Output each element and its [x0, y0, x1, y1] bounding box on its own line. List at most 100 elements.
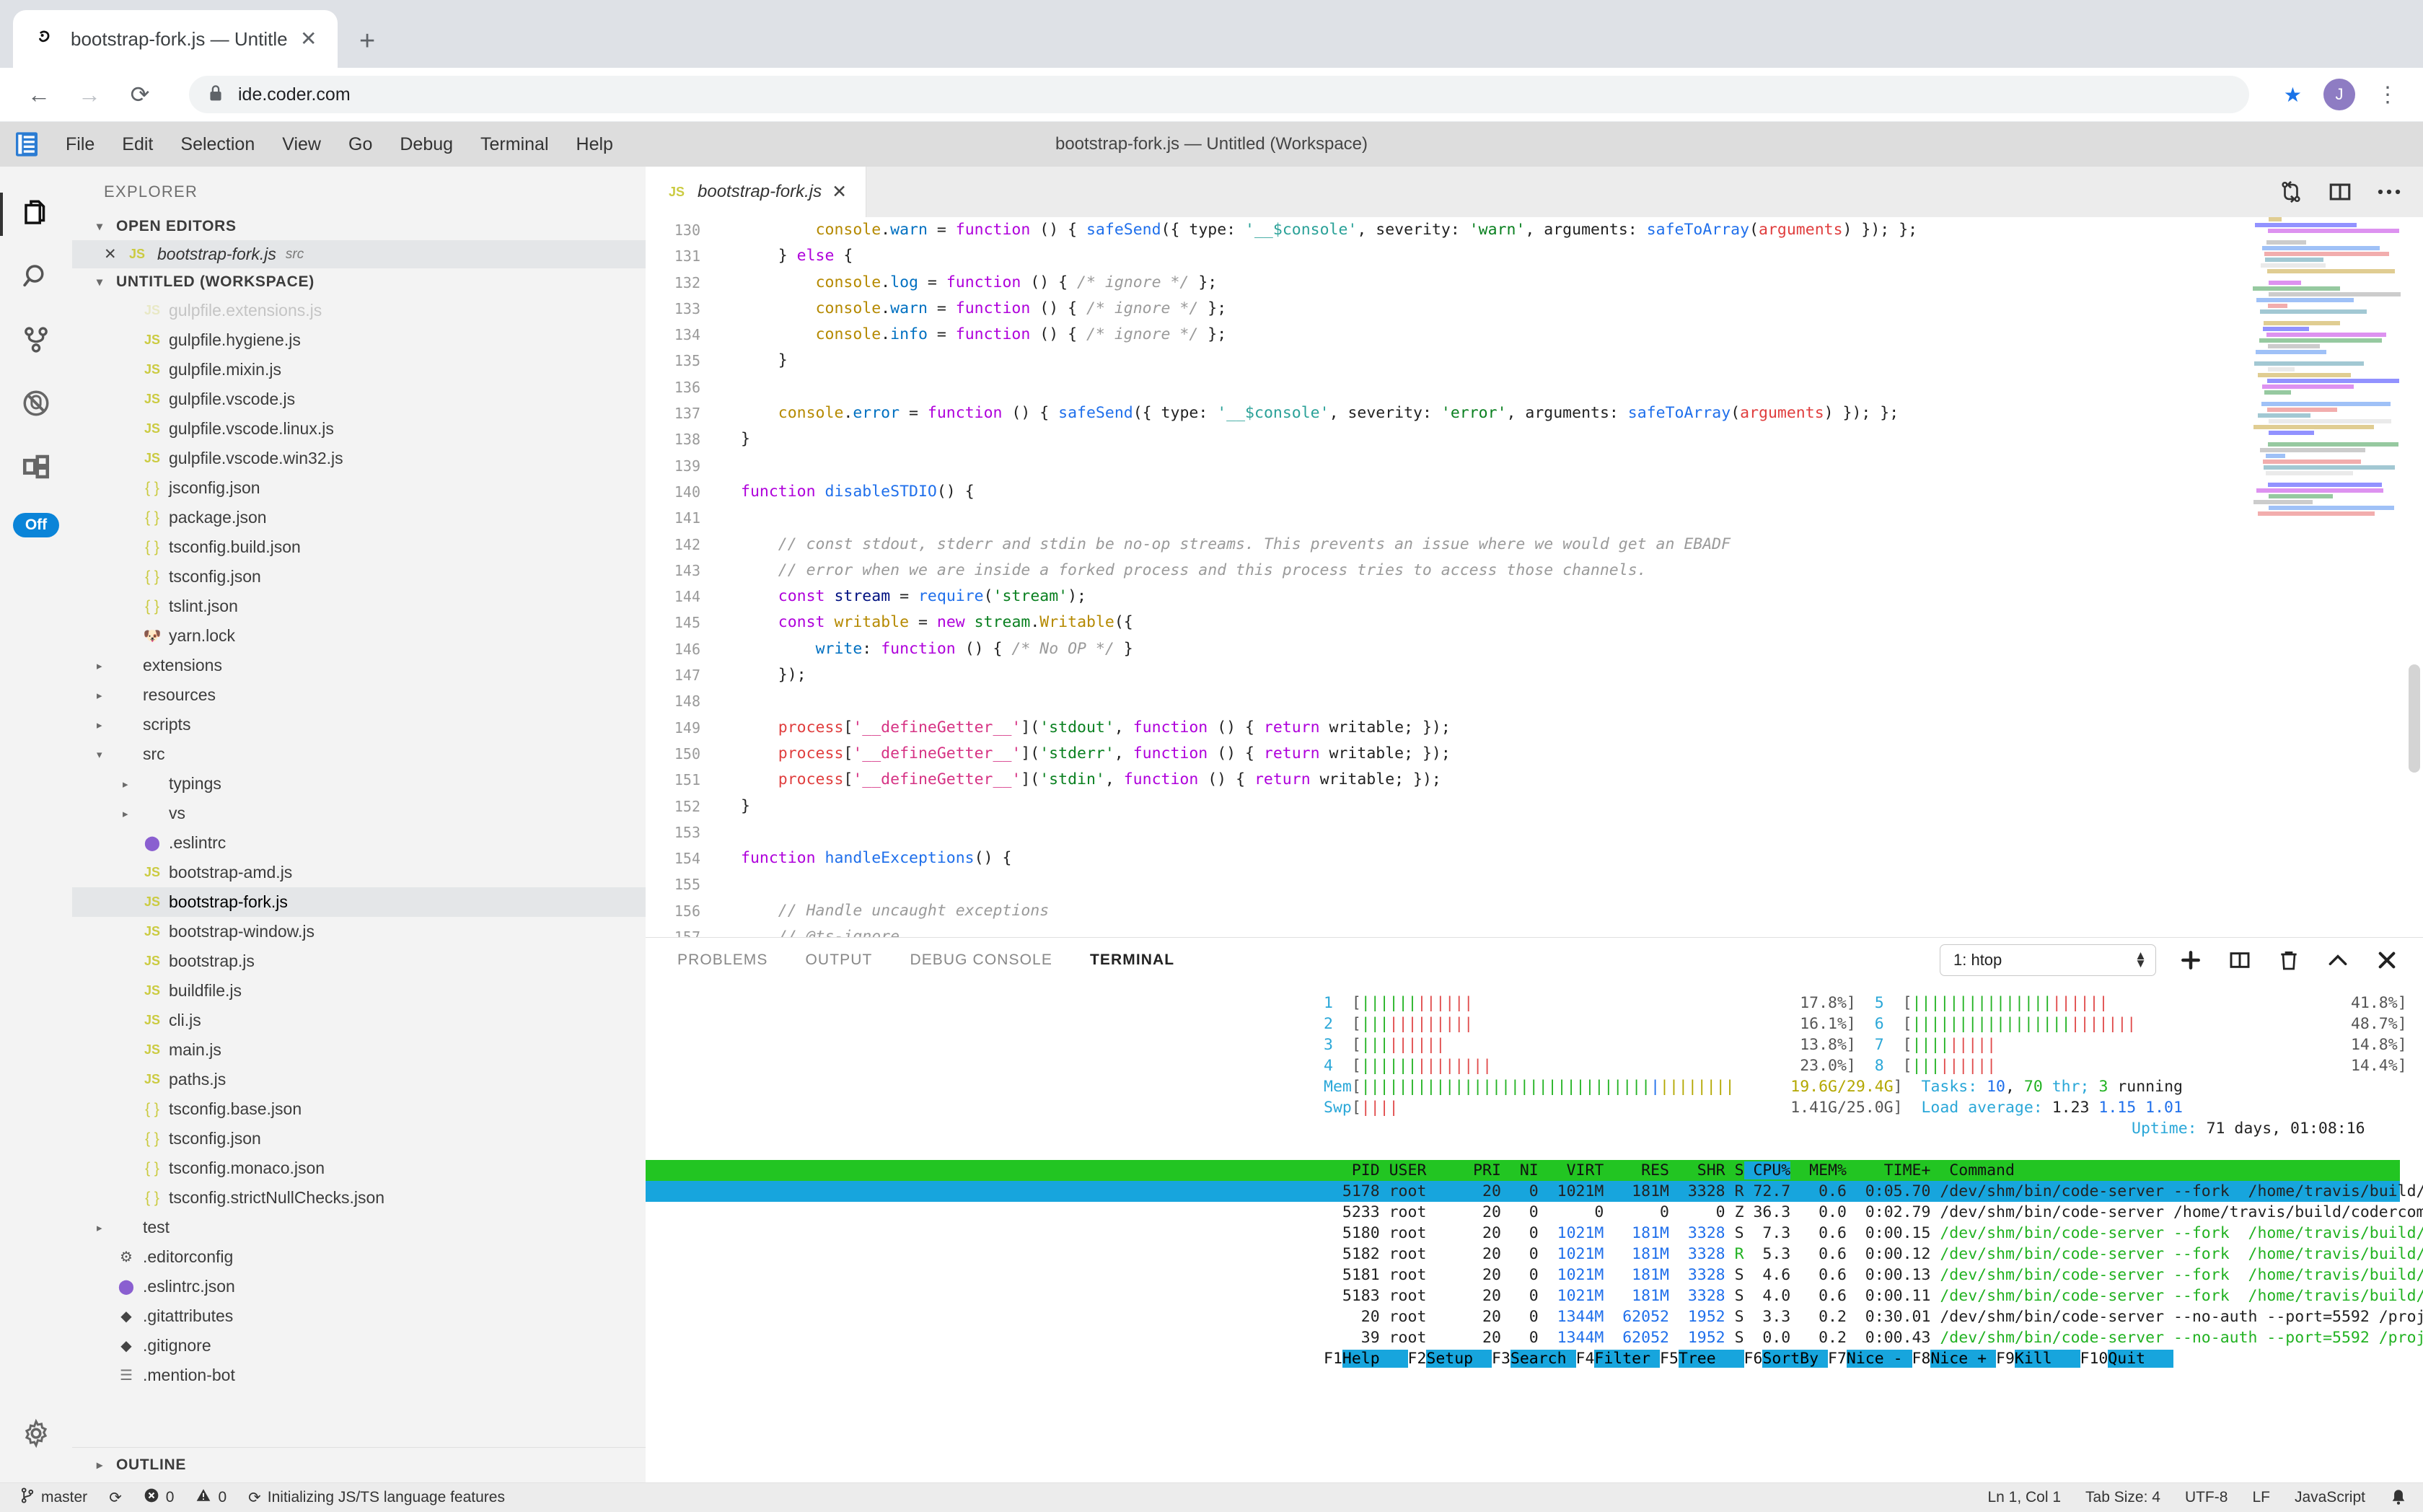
- file-tree-item[interactable]: ⚙ .editorconfig: [72, 1242, 646, 1272]
- menu-edit[interactable]: Edit: [122, 133, 154, 154]
- fkey-label[interactable]: Filter: [1594, 1350, 1660, 1368]
- process-row[interactable]: 5182 root 20 0 1021M 181M 3328 R 5.3 0.6…: [646, 1244, 2423, 1265]
- profile-avatar[interactable]: J: [2323, 79, 2355, 110]
- code-editor[interactable]: 130 console.warn = function () { safeSen…: [646, 217, 2423, 937]
- code-line[interactable]: 148: [646, 688, 2423, 714]
- fkey-label[interactable]: Help: [1342, 1350, 1408, 1368]
- fkey-label[interactable]: Tree: [1678, 1350, 1744, 1368]
- file-tree-item[interactable]: JS gulpfile.hygiene.js: [72, 325, 646, 355]
- file-tree[interactable]: JS gulpfile.extensions.js JS gulpfile.hygie…: [72, 296, 646, 1447]
- status-sync[interactable]: ⟳: [109, 1489, 122, 1507]
- process-row[interactable]: 20 root 20 0 1344M 62052 1952 S 3.3 0.2 …: [646, 1306, 2423, 1327]
- file-tree-item[interactable]: ▸ resources: [72, 680, 646, 710]
- maximize-panel-icon[interactable]: [2323, 946, 2352, 975]
- file-tree-item[interactable]: JS paths.js: [72, 1065, 646, 1094]
- code-line[interactable]: 152}: [646, 794, 2423, 819]
- forward-icon[interactable]: →: [78, 81, 101, 107]
- editor-minimap[interactable]: [2253, 217, 2404, 937]
- file-tree-item[interactable]: JS gulpfile.vscode.js: [72, 384, 646, 414]
- open-editors-section[interactable]: ▾ OPEN EDITORS: [72, 213, 646, 240]
- new-tab-button[interactable]: +: [359, 26, 376, 56]
- file-tree-item[interactable]: JS gulpfile.vscode.win32.js: [72, 444, 646, 473]
- process-row[interactable]: 5181 root 20 0 1021M 181M 3328 S 4.6 0.6…: [646, 1265, 2423, 1285]
- file-tree-item[interactable]: { } tsconfig.json: [72, 562, 646, 592]
- process-row[interactable]: 5180 root 20 0 1021M 181M 3328 S 7.3 0.6…: [646, 1223, 2423, 1244]
- fkey-label[interactable]: Nice -: [1846, 1350, 1912, 1368]
- file-tree-item[interactable]: { } tsconfig.json: [72, 1124, 646, 1153]
- file-tree-item[interactable]: ⬤ .eslintrc: [72, 828, 646, 858]
- back-icon[interactable]: ←: [27, 81, 50, 107]
- file-tree-item[interactable]: ◆ .gitattributes: [72, 1301, 646, 1331]
- code-line[interactable]: 136: [646, 374, 2423, 400]
- activity-settings[interactable]: [0, 1403, 72, 1467]
- file-tree-item[interactable]: JS bootstrap-amd.js: [72, 858, 646, 887]
- split-editor-icon[interactable]: [2328, 180, 2352, 204]
- file-tree-item[interactable]: JS bootstrap.js: [72, 946, 646, 976]
- menu-selection[interactable]: Selection: [180, 133, 255, 154]
- code-line[interactable]: 155: [646, 871, 2423, 897]
- code-line[interactable]: 132 console.log = function () { /* ignor…: [646, 270, 2423, 296]
- file-tree-item[interactable]: ▸ test: [72, 1213, 646, 1242]
- close-icon[interactable]: ✕: [104, 246, 117, 263]
- file-tree-item[interactable]: JS main.js: [72, 1035, 646, 1065]
- off-status-badge[interactable]: Off: [12, 513, 60, 537]
- file-tree-item[interactable]: JS gulpfile.extensions.js: [72, 296, 646, 325]
- code-line[interactable]: 139: [646, 453, 2423, 479]
- code-line[interactable]: 138}: [646, 426, 2423, 452]
- activity-extensions[interactable]: [0, 436, 72, 500]
- code-line[interactable]: 143 // error when we are inside a forked…: [646, 558, 2423, 584]
- code-line[interactable]: 145 const writable = new stream.Writable…: [646, 610, 2423, 636]
- fkey-label[interactable]: Kill: [2014, 1350, 2080, 1368]
- menu-debug[interactable]: Debug: [400, 133, 454, 154]
- fkey-label[interactable]: Setup: [1426, 1350, 1492, 1368]
- split-diff-icon[interactable]: [2279, 180, 2303, 204]
- file-tree-item[interactable]: ▸ extensions: [72, 651, 646, 680]
- file-tree-item[interactable]: ▸ vs: [72, 799, 646, 828]
- workspace-section[interactable]: ▾ UNTITLED (WORKSPACE): [72, 268, 646, 296]
- status-position[interactable]: Ln 1, Col 1: [1987, 1489, 2062, 1506]
- file-tree-item[interactable]: ⬤ .eslintrc.json: [72, 1272, 646, 1301]
- status-branch[interactable]: master: [20, 1487, 87, 1508]
- split-terminal-icon[interactable]: [2225, 946, 2254, 975]
- tab-debug-console[interactable]: DEBUG CONSOLE: [910, 951, 1052, 968]
- terminal-select[interactable]: 1: htop ▲ ▼: [1940, 944, 2156, 976]
- activity-search[interactable]: [0, 246, 72, 309]
- tab-output[interactable]: OUTPUT: [805, 951, 873, 968]
- status-errors[interactable]: 0: [144, 1487, 174, 1508]
- code-line[interactable]: 147 });: [646, 662, 2423, 688]
- code-line[interactable]: 149 process['__defineGetter__']('stdout'…: [646, 715, 2423, 741]
- process-row[interactable]: 39 root 20 0 1344M 62052 1952 S 0.0 0.2 …: [646, 1327, 2423, 1348]
- tab-problems[interactable]: PROBLEMS: [677, 951, 768, 968]
- fkey-label[interactable]: Search: [1510, 1350, 1576, 1368]
- code-line[interactable]: 144 const stream = require('stream');: [646, 584, 2423, 610]
- tab-terminal[interactable]: TERMINAL: [1089, 951, 1175, 968]
- file-tree-item[interactable]: { } tsconfig.strictNullChecks.json: [72, 1183, 646, 1213]
- fkey-label[interactable]: Quit: [2108, 1350, 2173, 1368]
- file-tree-item[interactable]: ◆ .gitignore: [72, 1331, 646, 1361]
- menu-view[interactable]: View: [282, 133, 321, 154]
- code-line[interactable]: 130 console.warn = function () { safeSen…: [646, 217, 2423, 243]
- code-line[interactable]: 140 function disableSTDIO() {: [646, 479, 2423, 505]
- activity-debug[interactable]: [0, 373, 72, 436]
- code-line[interactable]: 134 console.info = function () { /* igno…: [646, 322, 2423, 348]
- status-warnings[interactable]: 0: [195, 1487, 227, 1508]
- fkey-label[interactable]: Nice +: [1930, 1350, 1996, 1368]
- code-line[interactable]: 131 } else {: [646, 243, 2423, 269]
- file-tree-item[interactable]: { } jsconfig.json: [72, 473, 646, 503]
- bell-icon[interactable]: [2390, 1488, 2407, 1507]
- code-line[interactable]: 153: [646, 819, 2423, 845]
- file-tree-item[interactable]: { } tslint.json: [72, 592, 646, 621]
- file-tree-item[interactable]: JS cli.js: [72, 1006, 646, 1035]
- file-tree-item[interactable]: 🐶 yarn.lock: [72, 621, 646, 651]
- address-bar[interactable]: ide.coder.com: [189, 76, 2249, 113]
- terminal-htop[interactable]: 1 [|||||||||||| 17.8%] 5 [||||||||||||||…: [646, 983, 2423, 1482]
- code-line[interactable]: 141: [646, 505, 2423, 531]
- browser-menu-icon[interactable]: ⋮: [2377, 82, 2398, 107]
- menu-go[interactable]: Go: [348, 133, 373, 154]
- code-line[interactable]: 142 // const stdout, stderr and stdin be…: [646, 532, 2423, 558]
- editor-scrollbar-thumb[interactable]: [2409, 664, 2420, 773]
- code-line[interactable]: 157 // @ts-ignore: [646, 924, 2423, 937]
- file-tree-item[interactable]: JS buildfile.js: [72, 976, 646, 1006]
- menu-terminal[interactable]: Terminal: [480, 133, 549, 154]
- activity-source-control[interactable]: [0, 309, 72, 373]
